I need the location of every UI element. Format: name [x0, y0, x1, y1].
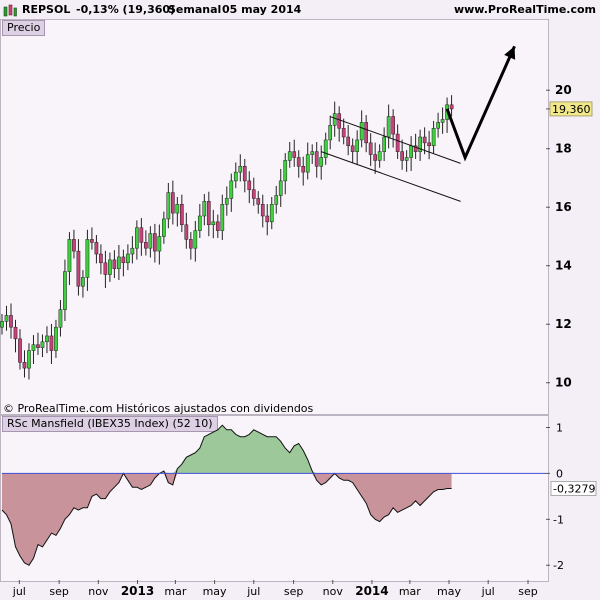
indicator-y-tick-label: -2	[553, 559, 564, 572]
price-y-tick-label: 16	[555, 200, 572, 214]
indicator-y-tick-label: -1	[553, 513, 564, 526]
x-tick-label: nov	[88, 585, 109, 598]
indicator-y-tick-label: 1	[556, 421, 563, 434]
date-label: 05 may 2014	[222, 3, 302, 16]
x-tick-label: sep	[518, 585, 537, 598]
copyright-text: © ProRealTime.com Históricos ajustados c…	[3, 402, 314, 415]
indicator-y-tick-label: 0	[556, 467, 563, 480]
x-tick-label: jul	[246, 585, 260, 598]
indicator-last-value: -0,3279	[553, 482, 595, 495]
indicator-panel[interactable]: RSc Mansfield (IBEX35 Index) (52 10)	[0, 415, 549, 582]
x-tick-label: nov	[323, 585, 344, 598]
x-tick-label: jul	[12, 585, 26, 598]
x-tick-label: mar	[399, 585, 421, 598]
symbol-name: REPSOL	[22, 3, 71, 16]
x-tick-label: sep	[49, 585, 68, 598]
site-link[interactable]: www.ProRealTime.com	[453, 3, 596, 16]
period-label: Semanal	[168, 3, 222, 16]
price-y-tick-label: 18	[555, 142, 572, 156]
x-tick-label: 2014	[355, 584, 388, 598]
x-tick-label: may	[203, 585, 227, 598]
x-tick-label: jul	[481, 585, 495, 598]
price-y-tick-label: 10	[555, 376, 572, 390]
price-y-tick-label: 14	[555, 259, 572, 273]
price-y-tick-label: 20	[555, 83, 572, 97]
indicator-last-tag	[550, 481, 597, 496]
price-change: -0,13% (19,360)	[76, 3, 176, 16]
x-tick-label: may	[437, 585, 461, 598]
chart-logo-icon	[3, 4, 17, 17]
price-y-tick-label: 12	[555, 317, 572, 331]
x-tick-label: 2013	[121, 584, 154, 598]
indicator-panel-label: RSc Mansfield (IBEX35 Index) (52 10)	[2, 416, 218, 432]
price-panel[interactable]: Precio	[0, 19, 549, 415]
last-price-tag	[549, 101, 593, 117]
x-tick-label: mar	[164, 585, 186, 598]
price-panel-label: Precio	[2, 20, 46, 36]
last-price-value: 19,360	[552, 103, 591, 116]
x-tick-label: sep	[284, 585, 303, 598]
header: REPSOL -0,13% (19,360) Semanal 05 may 20…	[0, 0, 600, 20]
